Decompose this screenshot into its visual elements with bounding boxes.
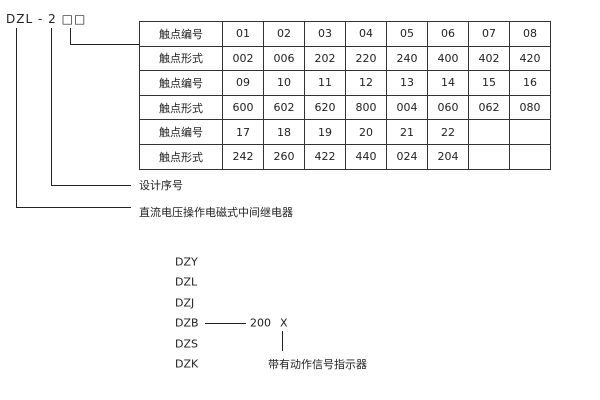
- model-item: DZS: [175, 337, 198, 351]
- leader-line-digit-h: [51, 185, 131, 186]
- model-item: DZK: [175, 357, 199, 371]
- row-header-cell: 触点形式: [139, 94, 223, 121]
- table-row: 触点编号 17 18 19 20 21 22: [139, 119, 551, 145]
- suffix-leader-line: [282, 331, 283, 351]
- table-cell: 422: [304, 143, 346, 170]
- table-cell: 240: [386, 45, 428, 72]
- row-header-cell: 触点编号: [139, 70, 223, 96]
- table-row: 触点编号 09 10 11 12 13 14 15 16: [139, 70, 551, 96]
- table-cell: 20: [345, 119, 387, 145]
- table-cell: 006: [263, 45, 305, 72]
- table-cell: 14: [427, 70, 469, 96]
- model-item: DZY: [175, 255, 198, 269]
- model-item: DZJ: [175, 296, 195, 310]
- table-cell: 09: [222, 70, 264, 96]
- table-row: 触点形式 002 006 202 220 240 400 402 420: [139, 45, 551, 72]
- table-cell: 16: [509, 70, 551, 96]
- leader-line-prefix-h: [16, 207, 131, 208]
- row-header-cell: 触点形式: [139, 143, 223, 170]
- table-cell: 12: [345, 70, 387, 96]
- suffix-label: 带有动作信号指示器: [268, 358, 367, 371]
- leader-line-boxes-h: [70, 44, 139, 45]
- row-header-cell: 触点编号: [139, 21, 223, 47]
- model-dash: -: [37, 12, 44, 26]
- table-cell: 17: [222, 119, 264, 145]
- table-cell: 602: [263, 94, 305, 121]
- leader-line-boxes: [70, 28, 71, 45]
- dzb-connector-line: [205, 323, 246, 324]
- row-header-cell: 触点形式: [139, 45, 223, 72]
- table-row: 触点编号 01 02 03 04 05 06 07 08: [139, 21, 551, 47]
- design-no-label: 设计序号: [139, 179, 183, 192]
- table-cell: 060: [427, 94, 469, 121]
- leader-line-prefix: [16, 28, 17, 208]
- table-cell: 04: [345, 21, 387, 47]
- table-cell: 062: [468, 94, 510, 121]
- table-cell: 18: [263, 119, 305, 145]
- table-cell: 11: [304, 70, 346, 96]
- contact-table: 触点编号 01 02 03 04 05 06 07 08 触点形式 002 006 202 220 240 4…: [139, 21, 551, 170]
- series-suffix: X: [280, 316, 288, 330]
- table-cell: 024: [386, 143, 428, 170]
- table-cell: 400: [427, 45, 469, 72]
- series-code: 200: [250, 316, 271, 330]
- model-boxes: □□: [61, 12, 87, 26]
- table-cell: 19: [304, 119, 346, 145]
- model-prefix: DZL: [6, 12, 34, 26]
- table-cell: 13: [386, 70, 428, 96]
- table-cell: [509, 119, 551, 145]
- relay-type-label: 直流电压操作电磁式中间继电器: [139, 206, 293, 219]
- row-header-cell: 触点编号: [139, 119, 223, 145]
- table-cell: 10: [263, 70, 305, 96]
- table-cell: 05: [386, 21, 428, 47]
- table-cell: 22: [427, 119, 469, 145]
- table-cell: 002: [222, 45, 264, 72]
- table-cell: 204: [427, 143, 469, 170]
- table-cell: 620: [304, 94, 346, 121]
- table-cell: 06: [427, 21, 469, 47]
- table-cell: 420: [509, 45, 551, 72]
- table-cell: 800: [345, 94, 387, 121]
- table-cell: 03: [304, 21, 346, 47]
- table-cell: [509, 143, 551, 170]
- leader-line-digit: [51, 28, 52, 186]
- table-cell: 07: [468, 21, 510, 47]
- table-cell: 220: [345, 45, 387, 72]
- table-row: 触点形式 600 602 620 800 004 060 062 080: [139, 94, 551, 121]
- table-cell: 01: [222, 21, 264, 47]
- table-cell: 402: [468, 45, 510, 72]
- table-cell: 08: [509, 21, 551, 47]
- table-cell: 440: [345, 143, 387, 170]
- table-cell: 004: [386, 94, 428, 121]
- table-cell: [468, 143, 510, 170]
- model-item: DZB: [175, 316, 199, 330]
- table-cell: 600: [222, 94, 264, 121]
- table-cell: 260: [263, 143, 305, 170]
- model-code: DZL - 2 □□: [6, 12, 86, 26]
- table-cell: 080: [509, 94, 551, 121]
- table-cell: 02: [263, 21, 305, 47]
- model-item: DZL: [175, 275, 198, 289]
- table-cell: 202: [304, 45, 346, 72]
- table-cell: 242: [222, 143, 264, 170]
- table-row: 触点形式 242 260 422 440 024 204: [139, 143, 551, 170]
- table-cell: 21: [386, 119, 428, 145]
- table-cell: 15: [468, 70, 510, 96]
- table-cell: [468, 119, 510, 145]
- model-digit: 2: [48, 12, 57, 26]
